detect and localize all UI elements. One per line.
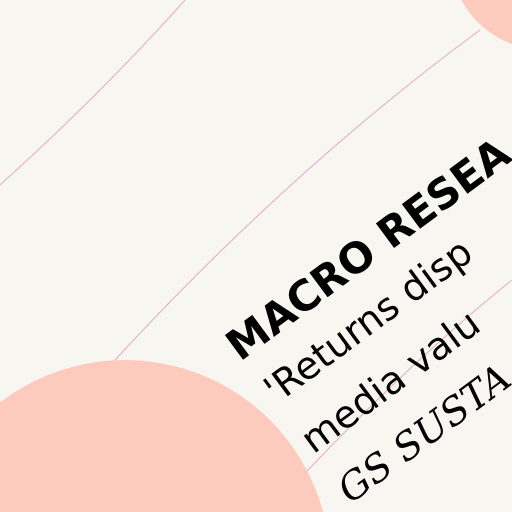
curve-line xyxy=(114,29,481,361)
circle-top-right xyxy=(461,0,512,45)
curve-line xyxy=(0,0,186,186)
circle-bottom-left xyxy=(0,360,323,512)
curve-line xyxy=(279,279,512,501)
